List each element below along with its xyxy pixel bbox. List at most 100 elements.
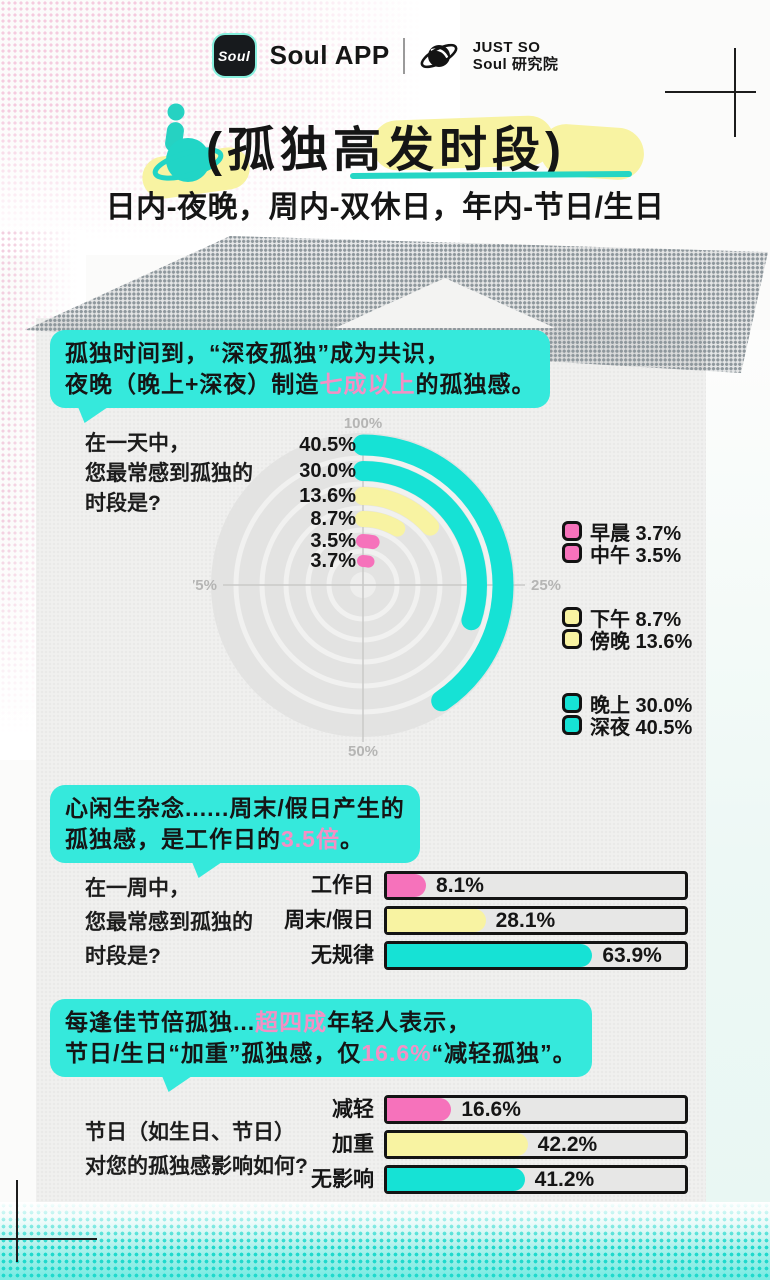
legend-swatch	[562, 715, 582, 735]
page-subtitle: 日内-夜晚，周内-双休日，年内-节日/生日	[105, 191, 665, 224]
planet-icon	[420, 43, 458, 68]
bubble-text: 。	[339, 826, 364, 852]
radial-arc-早晨	[357, 555, 375, 568]
bar-value-label: 28.1%	[495, 908, 556, 932]
bubble-text: 每逢佳节倍孤独...	[65, 1009, 256, 1035]
bar-track: 42.2%	[384, 1130, 688, 1159]
bar-track: 63.9%	[384, 941, 688, 970]
page-title: (孤独高发时段)	[206, 124, 566, 177]
question-festival: 节日（如生日、节日） 对您的孤独感影响如何?	[85, 1116, 308, 1184]
question-line: 时段是?	[85, 492, 161, 515]
question-line: 在一天中，	[85, 432, 190, 455]
bar-track: 28.1%	[384, 906, 688, 935]
bar-row-减轻: 减轻 16.6%	[262, 1095, 688, 1124]
radial-bar-chart: 100% 75% 25% 50%	[193, 415, 561, 760]
radial-value-labels: 40.5% 30.0% 13.6% 8.7% 3.5% 3.7%	[256, 412, 356, 622]
bubble-line: 节日/生日“加重”孤独感，仅16.6%“减轻孤独”。	[65, 1038, 577, 1069]
legend-item-早晨: 早晨 3.7%	[562, 520, 692, 545]
legend-swatch	[562, 607, 582, 627]
tick-25: 25%	[531, 577, 561, 594]
bubble-text: 夜晚（晚上+深夜）制造	[65, 371, 320, 397]
bubble-text: 孤独感，是工作日的	[65, 826, 281, 852]
bar-fill	[387, 874, 427, 897]
legend-item-傍晚: 傍晚 13.6%	[562, 628, 692, 653]
tick-75: 75%	[193, 577, 217, 594]
bar-row-无影响: 无影响 41.2%	[262, 1165, 688, 1194]
bar-fill	[387, 1168, 525, 1191]
question-line: 您最常感到孤独的	[85, 911, 253, 934]
bar-row-周末/假日: 周末/假日 28.1%	[262, 906, 688, 935]
bubble-line: 孤独时间到，“深夜孤独”成为共识，	[65, 338, 535, 369]
radial-arc-中午	[356, 534, 380, 550]
legend-label: 早晨 3.7%	[590, 522, 682, 545]
bar-track: 16.6%	[384, 1095, 688, 1124]
brand-line-2: Soul 研究院	[472, 55, 559, 73]
legend-group: 晚上 30.0% 深夜 40.5%	[562, 692, 692, 739]
legend-label: 中午 3.5%	[590, 544, 682, 567]
brand-text: JUST SO Soul 研究院	[473, 39, 559, 73]
bar-value-label: 16.6%	[461, 1097, 521, 1121]
radial-value-下午: 8.7%	[310, 508, 356, 530]
radial-arc-晚上	[353, 461, 487, 631]
mint-right-margin	[706, 330, 770, 1210]
question-line: 节日（如生日、节日）	[85, 1121, 295, 1144]
question-line: 时段是?	[85, 945, 161, 968]
bar-value-label: 8.1%	[436, 873, 484, 897]
bubble-line: 夜晚（晚上+深夜）制造七成以上的孤独感。	[65, 369, 535, 400]
tick-100: 100%	[344, 415, 382, 432]
crosshair-horizontal-line	[0, 1238, 97, 1240]
radial-value-早晨: 3.7%	[310, 550, 356, 572]
legend-group: 早晨 3.7% 中午 3.5%	[562, 520, 692, 567]
soul-logo-text: Soul	[217, 47, 251, 64]
bubble-highlight: 超四成	[255, 1009, 328, 1035]
bubble-text: 的孤独感。	[415, 371, 536, 397]
app-name: Soul APP	[269, 40, 390, 70]
bubble-text: 节日/生日“加重”孤独感，仅	[65, 1040, 362, 1066]
bar-row-加重: 加重 42.2%	[262, 1130, 688, 1159]
callout-bubble-night: 孤独时间到，“深夜孤独”成为共识， 夜晚（晚上+深夜）制造七成以上的孤独感。	[50, 330, 551, 408]
question-week: 在一周中， 您最常感到孤独的 时段是?	[85, 872, 253, 974]
legend-label: 下午 8.7%	[590, 608, 682, 631]
callout-bubble-festival: 每逢佳节倍孤独...超四成年轻人表示， 节日/生日“加重”孤独感，仅16.6%“…	[50, 999, 592, 1077]
legend-label: 晚上 30.0%	[590, 694, 693, 717]
legend-swatch	[562, 693, 582, 713]
bar-category-label: 减轻	[332, 1098, 374, 1121]
radial-value-晚上: 30.0%	[299, 460, 356, 482]
bar-row-工作日: 工作日 8.1%	[262, 871, 688, 900]
bar-category-label: 工作日	[311, 874, 374, 897]
festival-bar-chart: 减轻 16.6% 加重 42.2% 无影响 41.2%	[262, 1095, 688, 1200]
legend-swatch	[562, 543, 582, 563]
legend-item-深夜: 深夜 40.5%	[562, 714, 692, 739]
bar-category-label: 无影响	[311, 1168, 374, 1191]
legend-swatch	[562, 629, 582, 649]
bubble-text: 心闲生杂念......周末/假日产生的	[65, 795, 405, 821]
bubble-highlight: 3.5倍	[281, 826, 340, 852]
callout-bubble-weekend: 心闲生杂念......周末/假日产生的 孤独感，是工作日的3.5倍。	[50, 785, 420, 863]
legend-item-晚上: 晚上 30.0%	[562, 692, 692, 717]
brand-divider	[402, 37, 405, 74]
bar-fill	[387, 1098, 452, 1121]
bar-fill	[387, 909, 486, 932]
legend-group: 下午 8.7% 傍晚 13.6%	[562, 606, 692, 653]
bubble-highlight: 16.6%	[361, 1040, 432, 1066]
bubble-text: 孤独时间到，“深夜孤独”成为共识，	[65, 340, 450, 366]
tick-50: 50%	[348, 743, 378, 760]
bar-category-label: 周末/假日	[284, 909, 374, 932]
radial-arc-傍晚	[354, 487, 440, 536]
bar-fill	[387, 944, 593, 967]
radial-value-中午: 3.5%	[310, 530, 356, 552]
question-line: 对您的孤独感影响如何?	[85, 1155, 308, 1178]
bar-fill	[387, 1133, 528, 1156]
bar-category-label: 加重	[332, 1133, 374, 1156]
radial-legend: 早晨 3.7% 中午 3.5% 下午 8.7% 傍晚 13.6% 晚上 30.0% 深夜 …	[562, 520, 692, 778]
bar-row-无规律: 无规律 63.9%	[262, 941, 688, 970]
bar-track: 8.1%	[384, 871, 688, 900]
week-bar-chart: 工作日 8.1% 周末/假日 28.1% 无规律 63.9%	[262, 871, 688, 976]
soul-app-logo: Soul	[211, 33, 257, 78]
planet-astronaut-icon	[152, 103, 224, 182]
bubble-line: 孤独感，是工作日的3.5倍。	[65, 824, 405, 855]
radial-arc-深夜	[352, 434, 514, 712]
question-line: 在一周中，	[85, 877, 190, 900]
crosshair-horizontal-line	[665, 91, 756, 93]
bubble-text: 年轻人表示，	[327, 1009, 472, 1035]
